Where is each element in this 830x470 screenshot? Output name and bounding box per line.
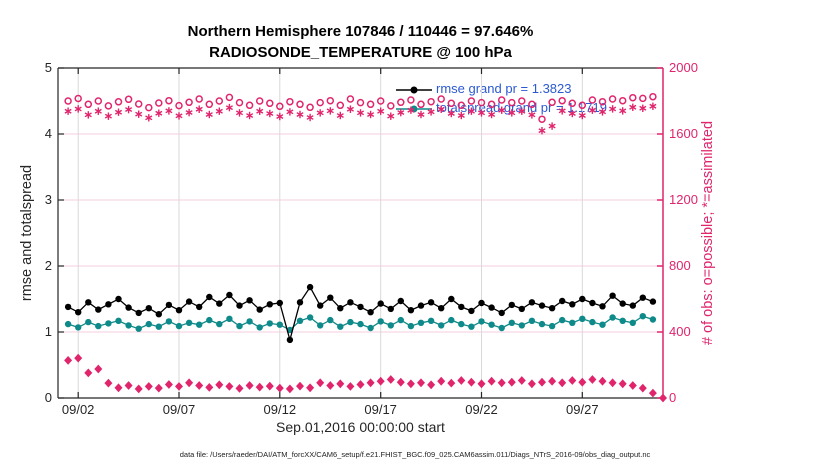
y-axis-left-tick-label: 4 — [44, 126, 52, 141]
y-axis-right-tick-label: 400 — [669, 324, 691, 339]
series-obs_rejected — [64, 353, 667, 403]
rmse-line-swatch-icon — [396, 83, 432, 95]
grid-lines — [58, 68, 663, 398]
y-axis-right-tick-label: 1200 — [669, 192, 698, 207]
x-axis-tick-label: 09/07 — [162, 402, 196, 417]
y-axis-left-tick-label: 3 — [44, 192, 52, 207]
y-axis-left-tick-label: 1 — [44, 324, 52, 339]
series-totalspread — [64, 313, 657, 334]
x-axis-tick-label: 09/12 — [263, 402, 297, 417]
y-axis-right-tick-label: 1600 — [669, 126, 698, 141]
series-obs_possible — [64, 92, 657, 123]
y-axis-right-tick-label: 2000 — [669, 60, 698, 75]
y-axis-left-tick-label: 2 — [44, 258, 52, 273]
x-axis-tick-label: 09/02 — [61, 402, 95, 417]
x-axis-label: Sep.01,2016 00:00:00 start — [276, 419, 445, 435]
x-axis-tick-label: 09/17 — [364, 402, 397, 417]
y-axis-left-tick-label: 0 — [44, 390, 52, 405]
series-obs_assimilated — [64, 102, 657, 135]
y-axis-right-tick-label: 0 — [669, 390, 677, 405]
legend-label-rmse: rmse grand pr = 1.3823 — [436, 81, 572, 96]
legend-row-rmse: rmse grand pr = 1.3823 — [396, 79, 607, 98]
y-axis-right-tick-label: 800 — [669, 258, 691, 273]
chart-title-line2: RADIOSONDE_TEMPERATURE @ 100 hPa — [209, 44, 512, 61]
axes-box — [57, 67, 664, 399]
data-file-path: data file: /Users/raeder/DAI/ATM_forcXX/… — [179, 450, 651, 459]
y-axis-left-tick-label: 5 — [44, 60, 52, 75]
chart-title-line1: Northern Hemisphere 107846 / 110446 = 97… — [187, 23, 534, 40]
series-rmse — [64, 283, 657, 344]
x-axis-tick-label: 09/22 — [465, 402, 498, 417]
x-axis-tick-label: 09/27 — [566, 402, 599, 417]
